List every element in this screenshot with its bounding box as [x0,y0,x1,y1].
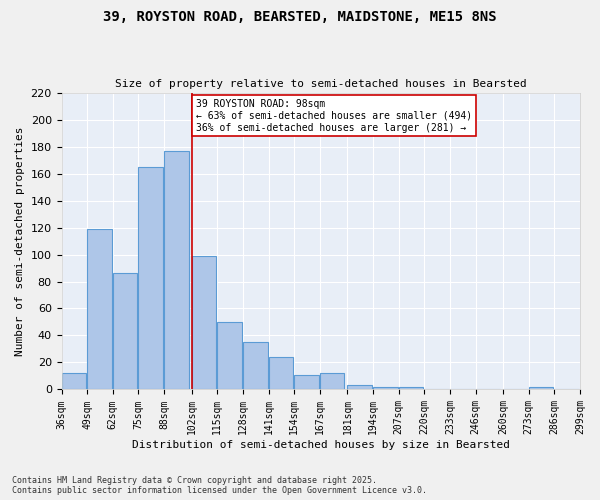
Bar [243,342,268,390]
Bar [139,167,163,390]
Bar [62,374,86,390]
Bar [217,322,242,390]
Bar [294,374,319,390]
Bar [87,229,112,390]
Bar [269,357,293,390]
Bar [529,387,553,390]
Text: 39, ROYSTON ROAD, BEARSTED, MAIDSTONE, ME15 8NS: 39, ROYSTON ROAD, BEARSTED, MAIDSTONE, M… [103,10,497,24]
Bar [191,256,216,390]
Bar [320,374,344,390]
Text: Contains HM Land Registry data © Crown copyright and database right 2025.
Contai: Contains HM Land Registry data © Crown c… [12,476,427,495]
Title: Size of property relative to semi-detached houses in Bearsted: Size of property relative to semi-detach… [115,79,527,89]
X-axis label: Distribution of semi-detached houses by size in Bearsted: Distribution of semi-detached houses by … [132,440,510,450]
Bar [164,150,188,390]
Y-axis label: Number of semi-detached properties: Number of semi-detached properties [15,126,25,356]
Bar [347,386,372,390]
Bar [373,387,398,390]
Bar [398,387,423,390]
Text: 39 ROYSTON ROAD: 98sqm
← 63% of semi-detached houses are smaller (494)
36% of se: 39 ROYSTON ROAD: 98sqm ← 63% of semi-det… [196,100,472,132]
Bar [113,274,137,390]
